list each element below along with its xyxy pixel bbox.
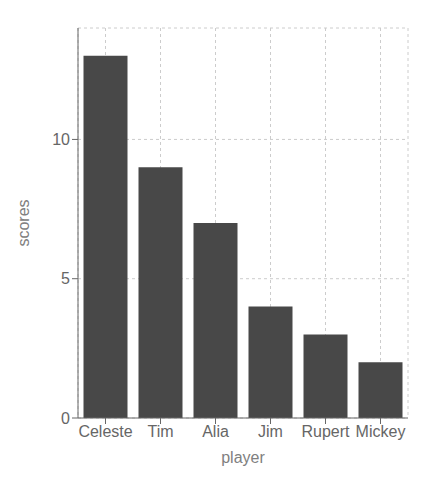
- svg-text:Rupert: Rupert: [301, 423, 350, 440]
- svg-text:Alia: Alia: [202, 423, 229, 440]
- svg-text:Celeste: Celeste: [78, 423, 132, 440]
- svg-text:Jim: Jim: [258, 423, 283, 440]
- svg-text:scores: scores: [15, 199, 32, 246]
- svg-text:Tim: Tim: [147, 423, 173, 440]
- svg-text:0: 0: [61, 410, 70, 427]
- svg-text:player: player: [221, 449, 265, 466]
- svg-text:Mickey: Mickey: [356, 423, 406, 440]
- svg-text:10: 10: [52, 131, 70, 148]
- svg-text:5: 5: [61, 270, 70, 287]
